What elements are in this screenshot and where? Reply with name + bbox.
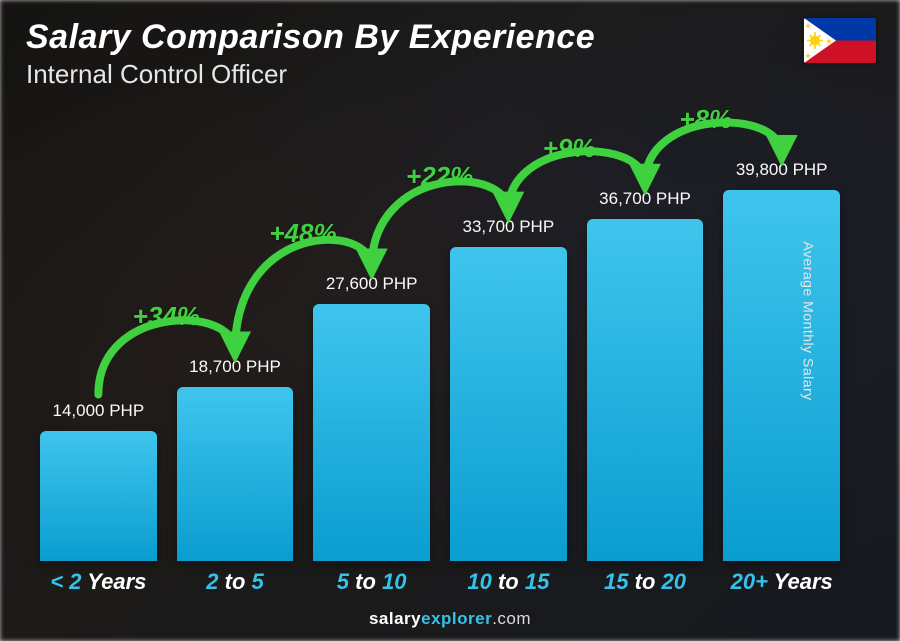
bar-col-0: 14,000 PHP xyxy=(40,401,157,562)
bar-col-2: 27,600 PHP xyxy=(313,274,430,561)
footer-brand-1: salary xyxy=(369,609,421,628)
bar-col-4: 36,700 PHP xyxy=(587,189,704,561)
bar-value-label: 27,600 PHP xyxy=(326,274,418,294)
bar-col-3: 33,700 PHP xyxy=(450,217,567,561)
bar xyxy=(587,219,704,561)
flag-philippines-icon xyxy=(804,18,876,63)
x-label: 20+ Years xyxy=(723,569,840,595)
bar xyxy=(723,190,840,561)
bar-value-label: 36,700 PHP xyxy=(599,189,691,209)
x-label: 10 to 15 xyxy=(450,569,567,595)
bar-value-label: 14,000 PHP xyxy=(52,401,144,421)
page-title: Salary Comparison By Experience xyxy=(26,18,595,57)
footer-brand-2: explorer xyxy=(421,609,492,628)
bar-value-label: 33,700 PHP xyxy=(463,217,555,237)
x-label: 15 to 20 xyxy=(587,569,704,595)
bar-col-1: 18,700 PHP xyxy=(177,357,294,561)
bar xyxy=(313,304,430,561)
x-axis-labels: < 2 Years 2 to 5 5 to 10 10 to 15 15 to 20 20… xyxy=(40,569,840,595)
bar-value-label: 18,700 PHP xyxy=(189,357,281,377)
footer-domain: .com xyxy=(492,609,531,628)
bar-col-5: 39,800 PHP xyxy=(723,160,840,561)
bar xyxy=(177,387,294,561)
x-label: 2 to 5 xyxy=(177,569,294,595)
bar xyxy=(450,247,567,561)
page-subtitle: Internal Control Officer xyxy=(26,59,595,90)
y-axis-label: Average Monthly Salary xyxy=(800,241,816,400)
bar-value-label: 39,800 PHP xyxy=(736,160,828,180)
x-label: 5 to 10 xyxy=(313,569,430,595)
bar xyxy=(40,431,157,562)
x-label: < 2 Years xyxy=(40,569,157,595)
header: Salary Comparison By Experience Internal… xyxy=(26,18,595,90)
footer-credit: salaryexplorer.com xyxy=(0,609,900,629)
salary-bar-chart: 14,000 PHP 18,700 PHP 27,600 PHP 33,700 PHP… xyxy=(40,130,840,561)
